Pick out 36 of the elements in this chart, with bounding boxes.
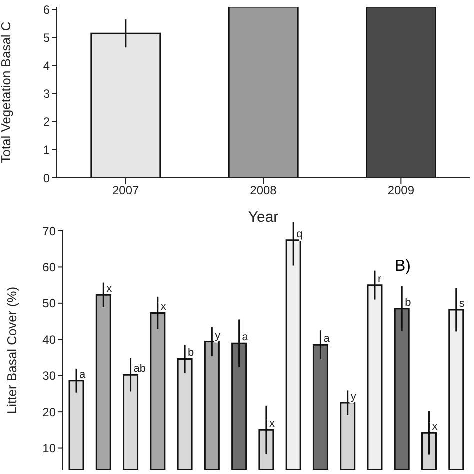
data-label: a <box>80 368 87 381</box>
y-tick-label: 70 <box>42 224 56 238</box>
y-tick-label: 20 <box>42 405 56 420</box>
data-label: a <box>242 332 250 344</box>
data-label: x <box>160 301 167 314</box>
data-label: b <box>188 347 194 360</box>
text: B) <box>395 258 411 276</box>
y-tick-label: 40 <box>42 332 56 347</box>
y-axis-title: Litter Basal Cover (%) <box>4 286 20 414</box>
data-label: b <box>405 296 412 309</box>
x-tick-label: 2009 <box>388 184 415 198</box>
data-label: y <box>215 330 222 342</box>
y-tick-label: 0 <box>43 171 50 186</box>
data-label: r <box>378 273 382 286</box>
y-tick-label: 3 <box>43 87 50 102</box>
y-tick-label: 60 <box>42 260 56 274</box>
y-tick-label: 50 <box>42 296 56 311</box>
x-tick-label: 2007 <box>112 184 140 198</box>
data-label: a <box>324 333 331 346</box>
data-label: q <box>296 228 303 240</box>
y-tick-label: 5 <box>43 31 50 46</box>
x-axis-title: Year <box>248 209 279 226</box>
y-tick-label: 2 <box>43 115 50 130</box>
data-label: x <box>269 418 276 430</box>
y-tick-label: 10 <box>42 442 56 456</box>
y-tick-label: 6 <box>43 3 50 18</box>
y-tick-label: 1 <box>43 143 50 158</box>
y-tick-label: 4 <box>43 59 50 74</box>
data-label: x <box>432 421 438 434</box>
data-label: y <box>350 391 357 404</box>
x-tick-label: 2008 <box>250 184 278 198</box>
data-label: ab <box>134 363 146 376</box>
data-label: s <box>459 298 466 310</box>
y-tick-label: 30 <box>42 369 56 384</box>
data-label: x <box>106 283 113 296</box>
y-axis-title: Total Vegetation Basal C <box>0 22 14 164</box>
